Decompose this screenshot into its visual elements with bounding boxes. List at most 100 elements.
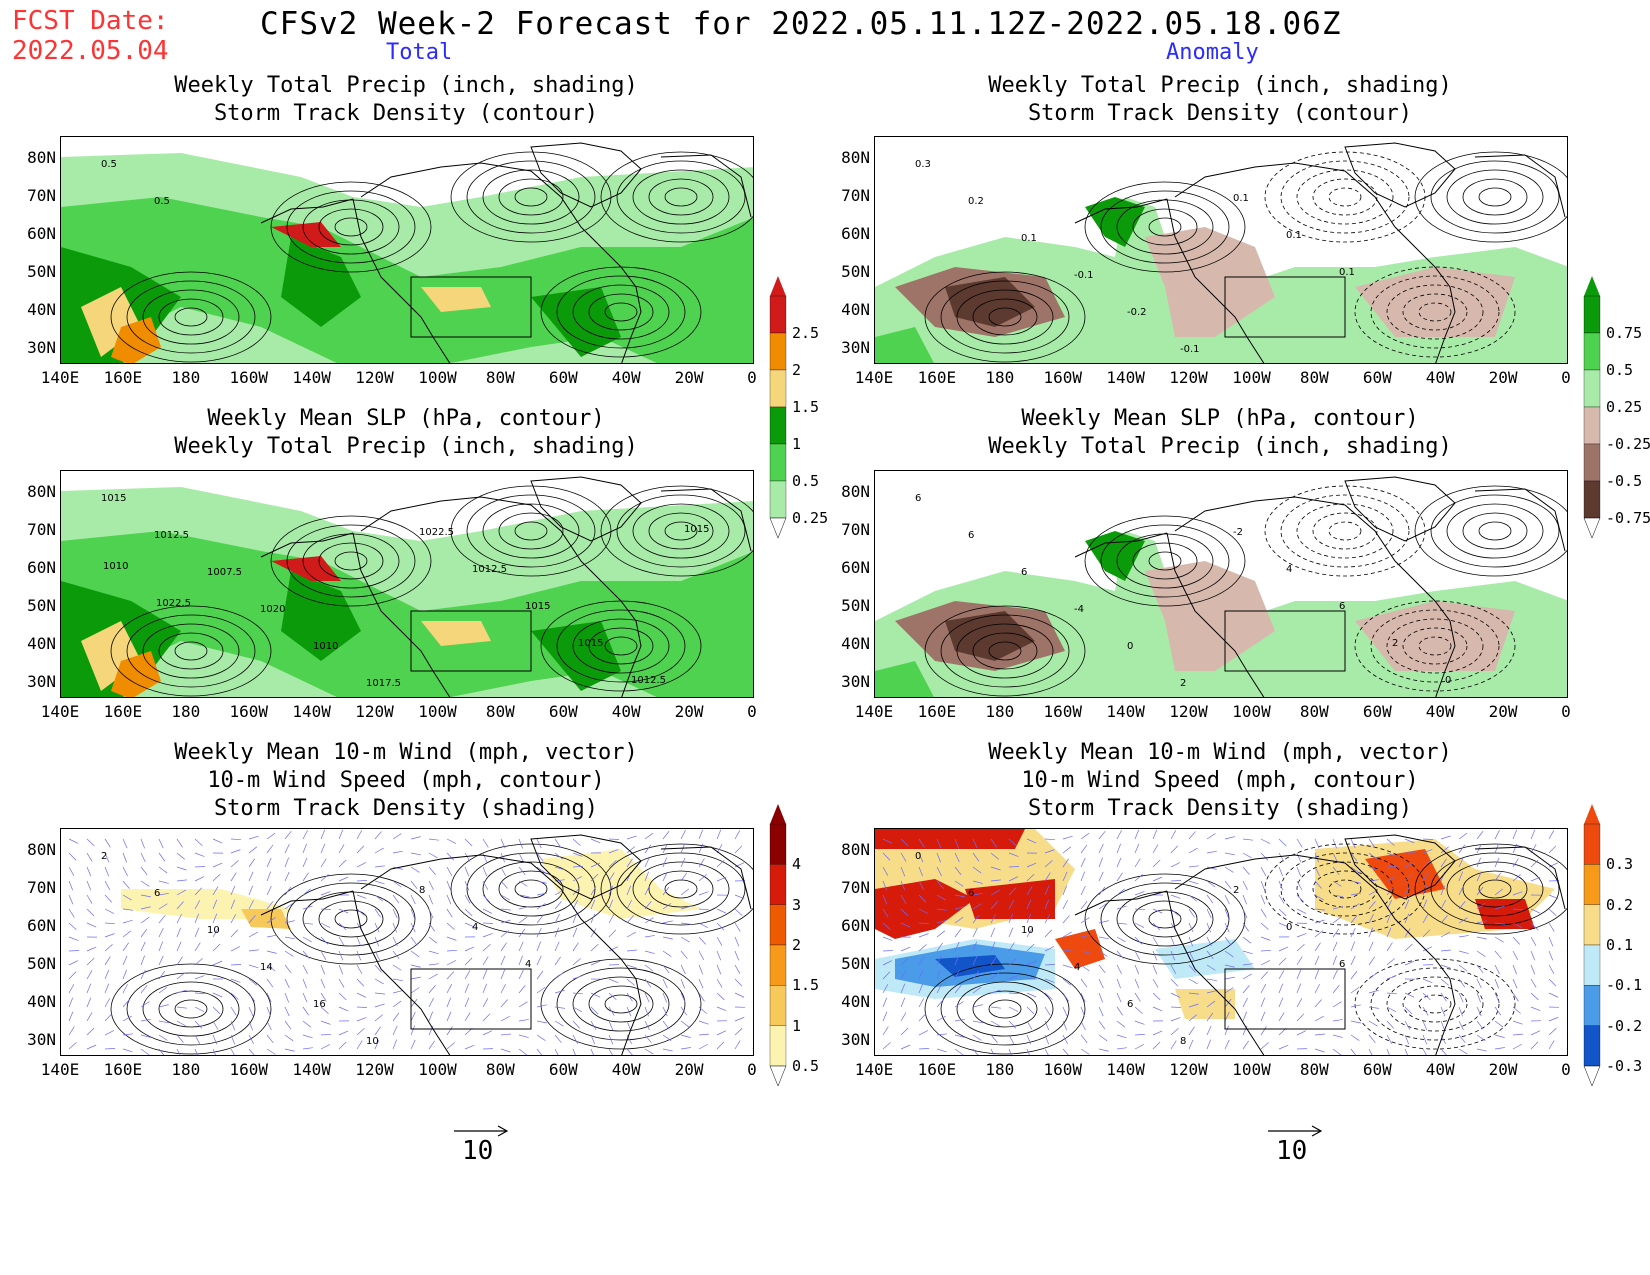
wind-vector: [140, 1018, 151, 1022]
wind-vector: [680, 964, 686, 975]
longitude-label: 20W: [1488, 702, 1518, 721]
wind-vector: [1152, 829, 1158, 840]
wind-vector: [500, 983, 506, 994]
wind-vector: [1242, 973, 1252, 980]
wind-vector: [1134, 874, 1143, 882]
wind-vector: [1530, 829, 1536, 840]
wind-vector: [1314, 999, 1322, 1008]
longitude-label: 0: [1561, 1060, 1571, 1079]
wind-vector: [882, 838, 893, 844]
wind-vector: [1098, 843, 1104, 854]
wind-vector: [446, 971, 455, 980]
wind-vector: [1242, 936, 1252, 944]
wind-vector: [356, 978, 365, 987]
wind-vector: [1116, 1047, 1127, 1050]
wind-vector: [428, 997, 434, 1008]
wind-vector: [122, 955, 128, 966]
wind-vector: [1566, 1048, 1567, 1049]
wind-vector: [122, 1015, 132, 1022]
wind-vector: [1152, 844, 1159, 854]
colorbar-segment: [769, 864, 787, 905]
contour-line: [482, 503, 580, 559]
wind-vector: [248, 1048, 255, 1055]
longitude-label: 180: [171, 368, 201, 387]
wind-vector: [410, 950, 420, 958]
latitude-label: 50N: [27, 596, 56, 615]
wind-vector: [626, 846, 635, 854]
longitude-label: 60W: [548, 1060, 578, 1079]
wind-vector: [1008, 838, 1017, 846]
wind-vector: [698, 992, 705, 1002]
wind-vector: [590, 1006, 599, 1015]
wind-vector: [86, 1012, 93, 1022]
wind-vector: [446, 960, 457, 966]
contour-line: [600, 843, 753, 935]
wind-vector: [122, 838, 128, 849]
contour-label: 0: [1127, 641, 1133, 652]
wind-vector: [1242, 866, 1250, 875]
colorbar-segment: [1583, 864, 1601, 905]
wind-vector: [608, 914, 615, 924]
wind-vector: [374, 1026, 381, 1036]
wind-vector: [882, 908, 889, 918]
wind-vector: [1188, 922, 1194, 933]
wind-vector: [1080, 1006, 1085, 1017]
wind-vector: [158, 1020, 169, 1024]
wind-vector: [680, 857, 686, 868]
wind-vector: [1080, 871, 1085, 882]
wind-vector: [1260, 936, 1271, 941]
wind-vector: [1206, 1025, 1212, 1036]
wind-vector: [194, 900, 201, 910]
wind-vector: [882, 950, 894, 952]
wind-vector: [266, 1048, 276, 1055]
wind-vector: [554, 989, 565, 994]
wind-vector: [734, 830, 741, 840]
wind-vector: [626, 978, 635, 986]
wind-vector: [1494, 829, 1500, 840]
colorbar-segment: [1583, 443, 1601, 482]
wind-vector: [464, 1044, 475, 1050]
latitude-label: 40N: [841, 634, 870, 653]
wind-vector: [608, 899, 614, 910]
wind-vector: [1386, 992, 1397, 995]
wind-vector: [1386, 876, 1397, 882]
wind-vector: [918, 933, 929, 938]
wind-vector: [266, 871, 271, 882]
wind-vector: [1134, 1033, 1145, 1036]
wind-vector: [1278, 957, 1287, 966]
contour-label: 6: [1021, 567, 1027, 578]
wind-vector: [1260, 880, 1266, 891]
wind-vector: [1422, 860, 1431, 868]
wind-vector: [86, 838, 95, 847]
wind-vector: [1224, 1025, 1229, 1036]
wind-vector: [356, 830, 363, 840]
wind-vector: [662, 902, 672, 910]
wind-vector: [1044, 1048, 1049, 1055]
coastline: [1224, 968, 1346, 1030]
wind-vector: [1422, 978, 1433, 983]
wind-vector: [1494, 1034, 1505, 1038]
wind-vector: [752, 979, 753, 980]
contour-label: 10: [1021, 925, 1034, 936]
wind-vector: [140, 1034, 151, 1038]
panel-title-line: Weekly Total Precip (inch, shading): [174, 434, 638, 459]
wind-vector: [1008, 852, 1019, 857]
wind-vector: [1134, 1020, 1145, 1025]
wind-vector: [68, 984, 75, 994]
contour-line: [1280, 852, 1410, 926]
wind-vector: [662, 830, 670, 840]
wind-vector: [1296, 852, 1302, 863]
colorbar-swatch: [1583, 804, 1601, 1086]
contour-line: [572, 976, 670, 1032]
wind-vector: [284, 992, 289, 1003]
wind-vector: [1206, 1039, 1211, 1050]
wind-vector: [1008, 1006, 1019, 1012]
contour-line: [1132, 208, 1198, 246]
wind-vector: [86, 970, 93, 980]
wind-vector: [482, 852, 488, 863]
wind-vector: [1080, 900, 1088, 910]
wind-vector: [1440, 915, 1448, 924]
wind-vector: [1566, 979, 1567, 980]
longitude-label: 160E: [917, 368, 957, 387]
